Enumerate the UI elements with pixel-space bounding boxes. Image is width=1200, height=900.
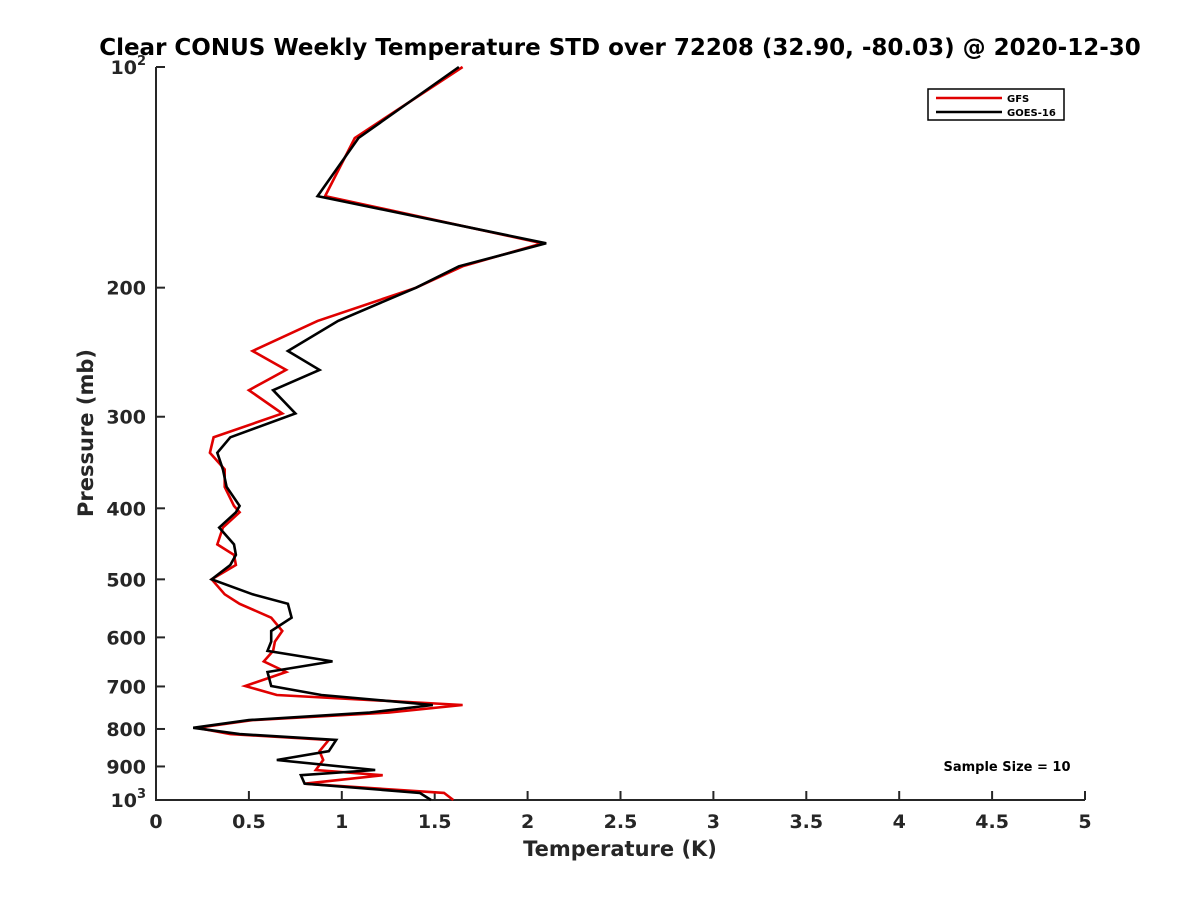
y-tick-label: 103 xyxy=(111,787,147,812)
legend-box xyxy=(927,88,1065,121)
y-tick-label: 102 xyxy=(111,54,147,79)
x-tick-label: 0.5 xyxy=(232,811,266,833)
y-tick-label: 900 xyxy=(106,756,146,778)
x-tick-label: 5 xyxy=(1078,811,1091,833)
y-tick-label: 700 xyxy=(106,676,146,698)
y-tick-label: 600 xyxy=(106,627,146,649)
x-tick-label: 1.5 xyxy=(418,811,452,833)
x-axis-ticks: 0 0.5 1 1.5 2 2.5 3 3.5 4 4.5 5 xyxy=(149,791,1092,833)
x-tick-label: 0 xyxy=(149,811,162,833)
chart-title: Clear CONUS Weekly Temperature STD over … xyxy=(99,35,1141,61)
x-tick-label: 2 xyxy=(521,811,534,833)
x-axis-label: Temperature (K) xyxy=(523,837,717,861)
x-tick-label: 4 xyxy=(893,811,906,833)
y-tick-label: 200 xyxy=(106,278,146,300)
legend: GFS GOES-16 xyxy=(927,88,1065,121)
x-tick-label: 3.5 xyxy=(789,811,823,833)
x-tick-label: 4.5 xyxy=(975,811,1009,833)
series-line-goes-16 xyxy=(193,65,547,802)
y-axis-ticks: 102 200 300 400 500 600 700 800 900 103 xyxy=(106,54,165,812)
series-lines xyxy=(193,65,547,802)
y-tick-label: 800 xyxy=(106,719,146,741)
plot-area: 0 0.5 1 1.5 2 2.5 3 3.5 4 4.5 5 102 200 300 400 500 600… xyxy=(106,54,1091,833)
x-tick-label: 3 xyxy=(707,811,720,833)
legend-label: GOES-16 xyxy=(1007,108,1056,119)
y-tick-label: 300 xyxy=(106,407,146,429)
x-tick-label: 1 xyxy=(335,811,348,833)
legend-label: GFS xyxy=(1007,94,1029,105)
y-axis-label: Pressure (mb) xyxy=(74,349,98,517)
series-line-gfs xyxy=(196,65,543,802)
sample-size-annotation: Sample Size = 10 xyxy=(943,760,1070,775)
x-tick-label: 2.5 xyxy=(604,811,638,833)
y-tick-label: 400 xyxy=(106,498,146,520)
y-tick-label: 500 xyxy=(106,569,146,591)
